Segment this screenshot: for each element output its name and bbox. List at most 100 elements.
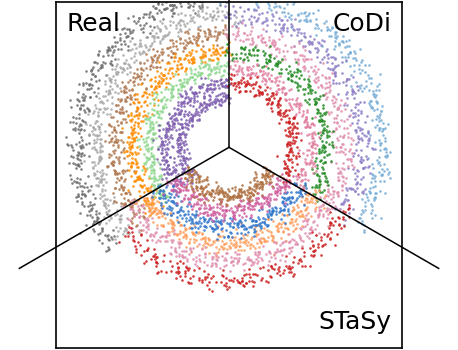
Point (340, 222, 347, 228)
Point (128, 150, 136, 156)
Point (110, 233, 117, 238)
Point (223, 228, 230, 233)
Point (180, 260, 187, 266)
Point (376, 119, 383, 124)
Point (90, 144, 98, 150)
Point (323, 152, 331, 158)
Point (235, 212, 243, 218)
Point (191, 66, 198, 71)
Point (195, 229, 202, 234)
Point (259, 244, 267, 249)
Point (155, 112, 162, 117)
Point (121, 60, 129, 65)
Point (164, 141, 171, 147)
Point (167, 207, 174, 213)
Point (158, 52, 165, 57)
Point (304, 221, 311, 227)
Point (362, 133, 370, 139)
Point (181, 120, 188, 126)
Point (130, 138, 137, 143)
Point (202, 108, 209, 113)
Point (205, 32, 213, 37)
Point (279, 229, 287, 234)
Point (131, 178, 138, 183)
Point (184, 100, 191, 106)
Point (285, 226, 292, 232)
Point (223, 95, 230, 100)
Point (278, 247, 285, 253)
Point (180, 149, 187, 155)
Point (251, 259, 258, 265)
Point (173, 43, 180, 49)
Point (153, 198, 160, 203)
Point (113, 224, 120, 230)
Point (298, 245, 305, 251)
Point (178, 216, 185, 221)
Point (308, 39, 316, 44)
Point (160, 72, 168, 78)
Point (246, 243, 254, 248)
Point (233, 230, 240, 236)
Point (164, 96, 171, 102)
Point (136, 40, 144, 46)
Point (286, 178, 294, 184)
Point (285, 177, 293, 182)
Point (307, 224, 315, 229)
Point (355, 216, 363, 221)
Point (279, 9, 286, 15)
Point (302, 217, 309, 223)
Point (140, 22, 147, 28)
Point (121, 176, 128, 181)
Point (112, 108, 119, 113)
Point (148, 159, 155, 165)
Point (162, 215, 169, 220)
Point (86, 94, 93, 100)
Point (354, 140, 362, 145)
Point (150, 189, 157, 194)
Point (199, 235, 207, 240)
Point (199, 186, 207, 192)
Point (207, 11, 214, 17)
Point (219, 80, 226, 86)
Point (197, 60, 204, 66)
Point (75, 139, 82, 145)
Point (156, 208, 164, 213)
Point (354, 173, 361, 178)
Point (74, 162, 82, 168)
Point (206, 191, 213, 197)
Point (178, 166, 185, 171)
Point (153, 271, 160, 276)
Point (163, 134, 170, 139)
Point (185, 177, 192, 183)
Point (371, 190, 379, 196)
Point (146, 188, 153, 194)
Point (182, 155, 190, 161)
Point (272, 53, 279, 59)
Point (187, 102, 194, 108)
Point (327, 196, 335, 202)
Point (210, 98, 217, 104)
Point (160, 171, 168, 176)
Point (174, 265, 181, 271)
Point (333, 33, 341, 38)
Point (365, 155, 372, 161)
Point (196, 224, 204, 229)
Point (161, 210, 168, 216)
Point (175, 109, 182, 115)
Point (359, 190, 366, 196)
Point (222, 262, 229, 268)
Point (331, 103, 338, 108)
Point (122, 190, 130, 196)
Point (218, 207, 225, 212)
Point (224, 11, 232, 17)
Point (81, 127, 88, 133)
Point (213, 96, 220, 101)
Point (271, 41, 278, 47)
Point (222, 189, 229, 195)
Point (357, 159, 365, 165)
Point (382, 190, 389, 196)
Point (234, 220, 242, 226)
Point (334, 193, 342, 199)
Point (195, 117, 202, 123)
Point (236, 201, 243, 207)
